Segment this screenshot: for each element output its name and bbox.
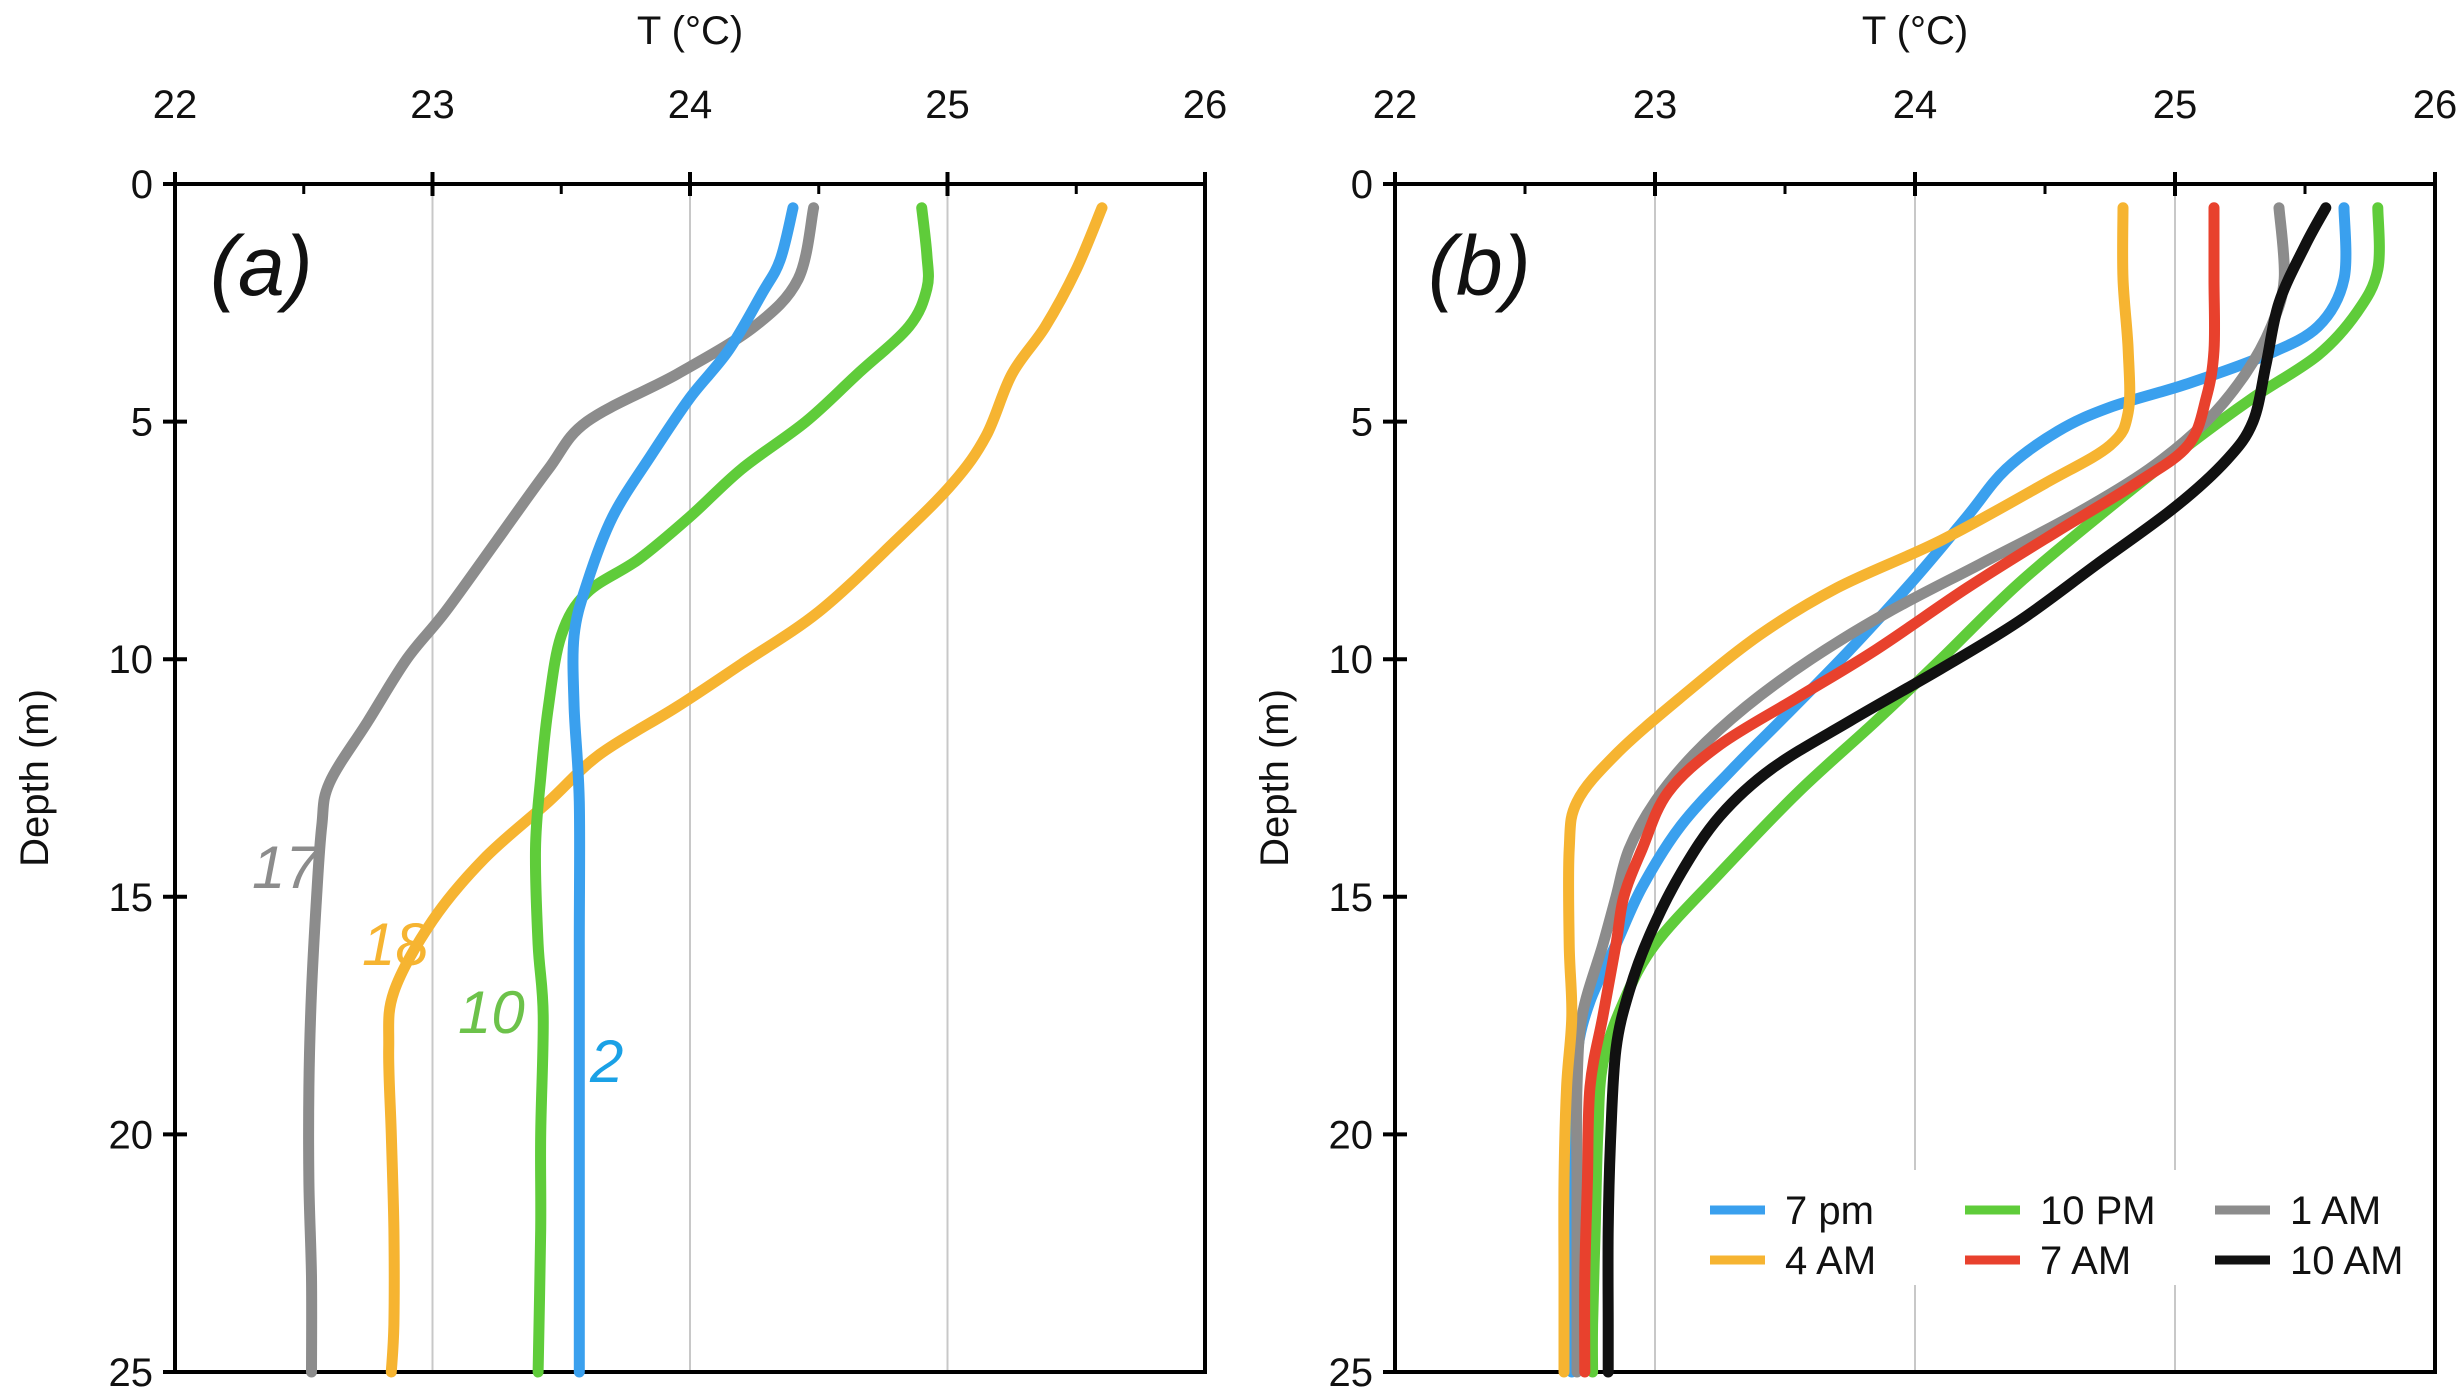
series-line-10 — [529, 202, 934, 1378]
annotation-2: 2 — [589, 1028, 623, 1095]
series-line-4-am — [1558, 202, 2136, 1378]
y-tick-label: 20 — [1329, 1113, 1374, 1157]
x-tick-label: 24 — [668, 83, 713, 127]
x-tick-label: 23 — [1633, 83, 1678, 127]
x-tick-label: 25 — [2153, 83, 2198, 127]
panel-a-y-axis-title: Depth (m) — [13, 689, 57, 867]
annotation-17: 17 — [252, 834, 321, 901]
y-tick-label: 25 — [1329, 1351, 1374, 1395]
series-line-2 — [567, 202, 799, 1378]
series-line-10-am — [1602, 202, 2332, 1378]
legend-item: 10 AM — [2215, 1239, 2403, 1283]
legend-label: 7 pm — [1785, 1189, 1874, 1233]
x-tick-label: 26 — [1183, 83, 1228, 127]
panel-a-series — [303, 202, 1108, 1378]
panel-a-x-axis-title: T (°C) — [637, 9, 743, 53]
panel-a-x-ticks: 22 23 24 25 26 — [153, 83, 1228, 196]
legend-item: 7 pm — [1710, 1189, 1874, 1233]
annotation-18: 18 — [362, 911, 429, 978]
y-tick-label: 10 — [1329, 638, 1374, 682]
legend-label: 10 PM — [2040, 1189, 2156, 1233]
panel-b-label: (b) — [1428, 219, 1531, 313]
x-tick-label: 23 — [410, 83, 455, 127]
panel-a-y-ticks: 0 5 10 15 20 25 — [109, 163, 187, 1395]
y-tick-label: 0 — [1351, 163, 1373, 207]
series-line-18 — [383, 202, 1108, 1378]
panel-a-gridlines — [431, 184, 949, 1372]
series-line-7-am — [1579, 202, 2221, 1378]
y-tick-label: 15 — [109, 876, 154, 920]
panel-b-x-ticks: 22 23 24 25 26 — [1373, 83, 2458, 196]
x-tick-label: 22 — [1373, 83, 1418, 127]
legend-label: 4 AM — [1785, 1239, 1876, 1283]
x-tick-label: 24 — [1893, 83, 1938, 127]
legend-item: 4 AM — [1710, 1239, 1876, 1283]
series-line-17 — [303, 202, 820, 1378]
panel-a-label: (a) — [210, 219, 313, 313]
y-tick-label: 5 — [1351, 401, 1373, 445]
legend-label: 1 AM — [2290, 1189, 2381, 1233]
y-tick-label: 15 — [1329, 876, 1374, 920]
series-line-1-am — [1571, 202, 2290, 1378]
panel-b-y-axis-title: Depth (m) — [1253, 689, 1297, 867]
legend-label: 7 AM — [2040, 1239, 2131, 1283]
series-line-10-pm — [1586, 202, 2385, 1378]
legend-item: 1 AM — [2215, 1189, 2381, 1233]
y-tick-label: 20 — [109, 1113, 154, 1157]
panel-a: 22 23 24 25 26 0 5 10 15 20 25 T (°C) Depth (m) (… — [13, 9, 1227, 1395]
panel-b-x-axis-title: T (°C) — [1862, 9, 1968, 53]
y-tick-label: 25 — [109, 1351, 154, 1395]
legend-item: 7 AM — [1965, 1239, 2131, 1283]
legend-label: 10 AM — [2290, 1239, 2403, 1283]
x-tick-label: 26 — [2413, 83, 2458, 127]
x-tick-label: 25 — [925, 83, 970, 127]
legend-item: 10 PM — [1965, 1189, 2156, 1233]
panel-b-series — [1558, 202, 2385, 1378]
legend-background — [1695, 1170, 2415, 1285]
x-tick-label: 22 — [153, 83, 198, 127]
panel-b-legend: 7 pm 10 PM 1 AM 4 AM 7 AM 10 AM — [1695, 1170, 2415, 1285]
panel-b: 22 23 24 25 26 0 5 10 15 20 25 T (°C) Depth (m) (… — [1253, 9, 2457, 1395]
y-tick-label: 10 — [109, 638, 154, 682]
panel-b-y-ticks: 0 5 10 15 20 25 — [1329, 163, 1407, 1395]
y-tick-label: 5 — [131, 401, 153, 445]
y-tick-label: 0 — [131, 163, 153, 207]
annotation-10: 10 — [458, 979, 525, 1046]
